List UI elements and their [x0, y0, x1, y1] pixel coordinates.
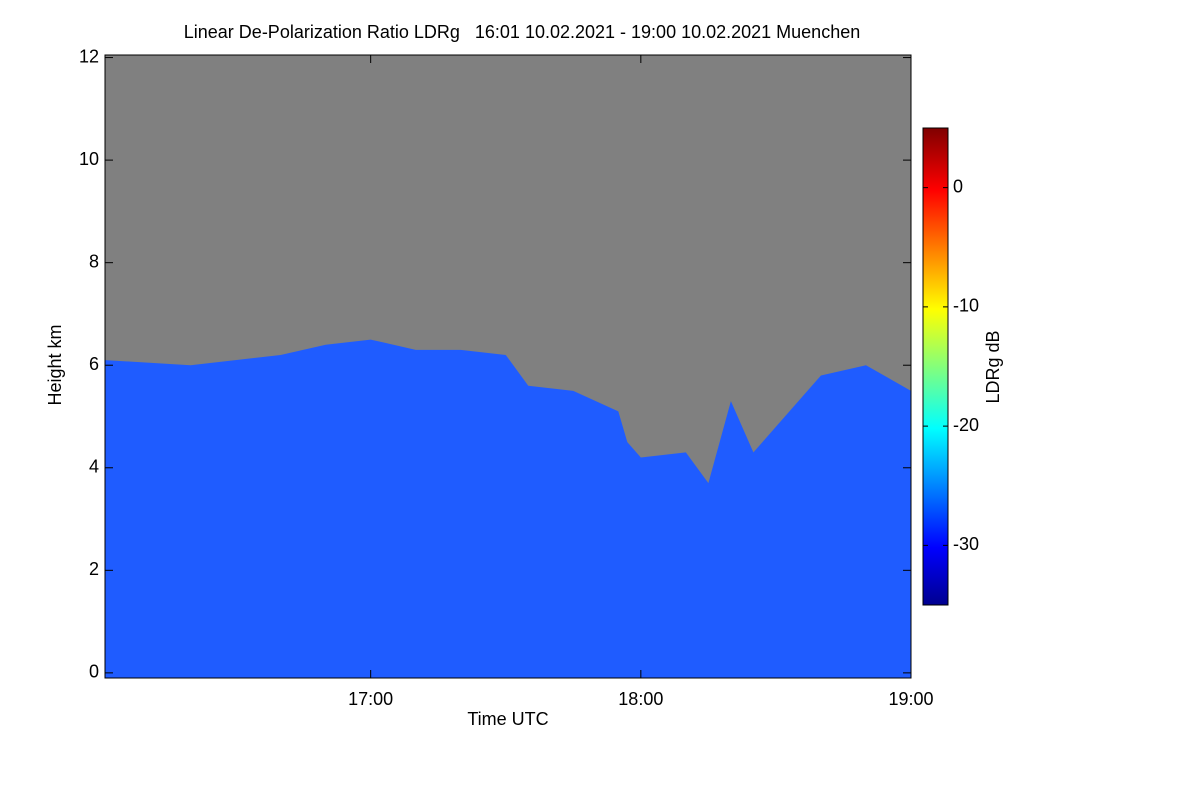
x-tick-label: 18:00 — [618, 689, 663, 709]
y-tick-label: 12 — [79, 46, 99, 66]
colorbar-tick-label: -20 — [953, 415, 979, 435]
colorbar — [922, 127, 949, 606]
x-axis-label: Time UTC — [467, 709, 548, 729]
colorbar-tick-label: -30 — [953, 534, 979, 554]
y-axis-label: Height km — [45, 324, 65, 405]
y-tick-label: 2 — [89, 559, 99, 579]
y-tick-label: 4 — [89, 457, 99, 477]
x-tick-label: 19:00 — [888, 689, 933, 709]
y-tick-label: 6 — [89, 354, 99, 374]
chart-title: Linear De-Polarization Ratio LDRg 16:01 … — [184, 22, 860, 42]
x-tick-label: 17:00 — [348, 689, 393, 709]
colorbar-tick-label: 0 — [953, 176, 963, 196]
y-tick-label: 10 — [79, 149, 99, 169]
y-tick-label: 0 — [89, 662, 99, 682]
colorbar-tick-label: -10 — [953, 296, 979, 316]
plot-frame — [104, 54, 912, 679]
y-tick-label: 8 — [89, 251, 99, 271]
colorbar-label: LDRg dB — [983, 330, 1003, 403]
echo-area — [105, 339, 911, 678]
